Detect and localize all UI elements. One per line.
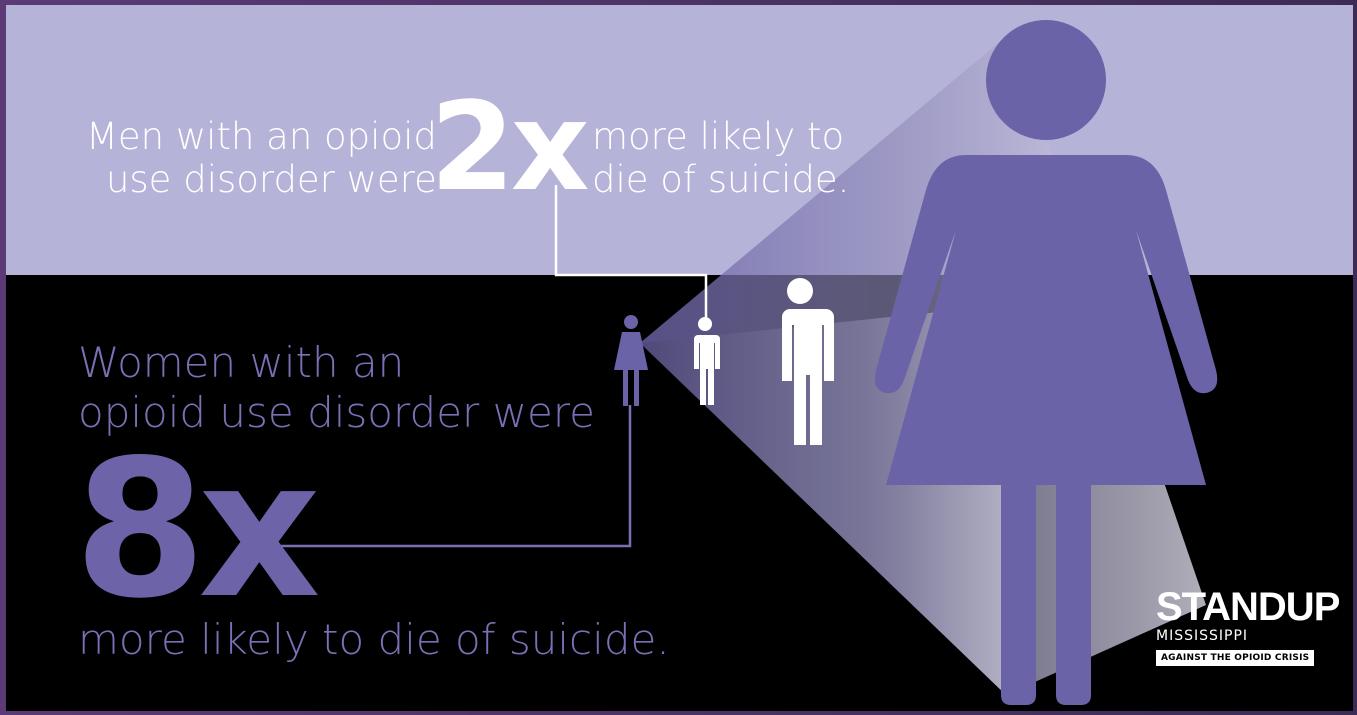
men-lead-text: Men with an opioid use disorder were	[86, 115, 437, 201]
logo-tagline: AGAINST THE OPIOID CRISIS	[1156, 650, 1315, 666]
man-figure-small-icon	[694, 317, 720, 405]
men-tail-text: more likely to die of suicide.	[592, 115, 850, 201]
women-multiplier: 8x	[74, 419, 321, 640]
man-figure-medium-icon	[774, 278, 834, 445]
infographic-panel: Men with an opioid use disorder were 2x …	[6, 5, 1353, 711]
women-tail-text: more likely to die of suicide.	[78, 615, 670, 664]
woman-figure-large-icon	[874, 20, 1218, 705]
standup-mississippi-logo: STANDUP MISSISSIPPI AGAINST THE OPIOID C…	[1156, 585, 1340, 666]
men-multiplier: 2x	[430, 76, 590, 218]
women-lead-text: Women with an opioid use disorder were	[78, 338, 596, 437]
logo-state: MISSISSIPPI	[1156, 628, 1249, 644]
woman-figure-small-icon	[614, 315, 648, 406]
connector-lines	[276, 185, 708, 548]
illustration	[276, 20, 1218, 705]
logo-standup: STANDUP	[1156, 585, 1340, 629]
